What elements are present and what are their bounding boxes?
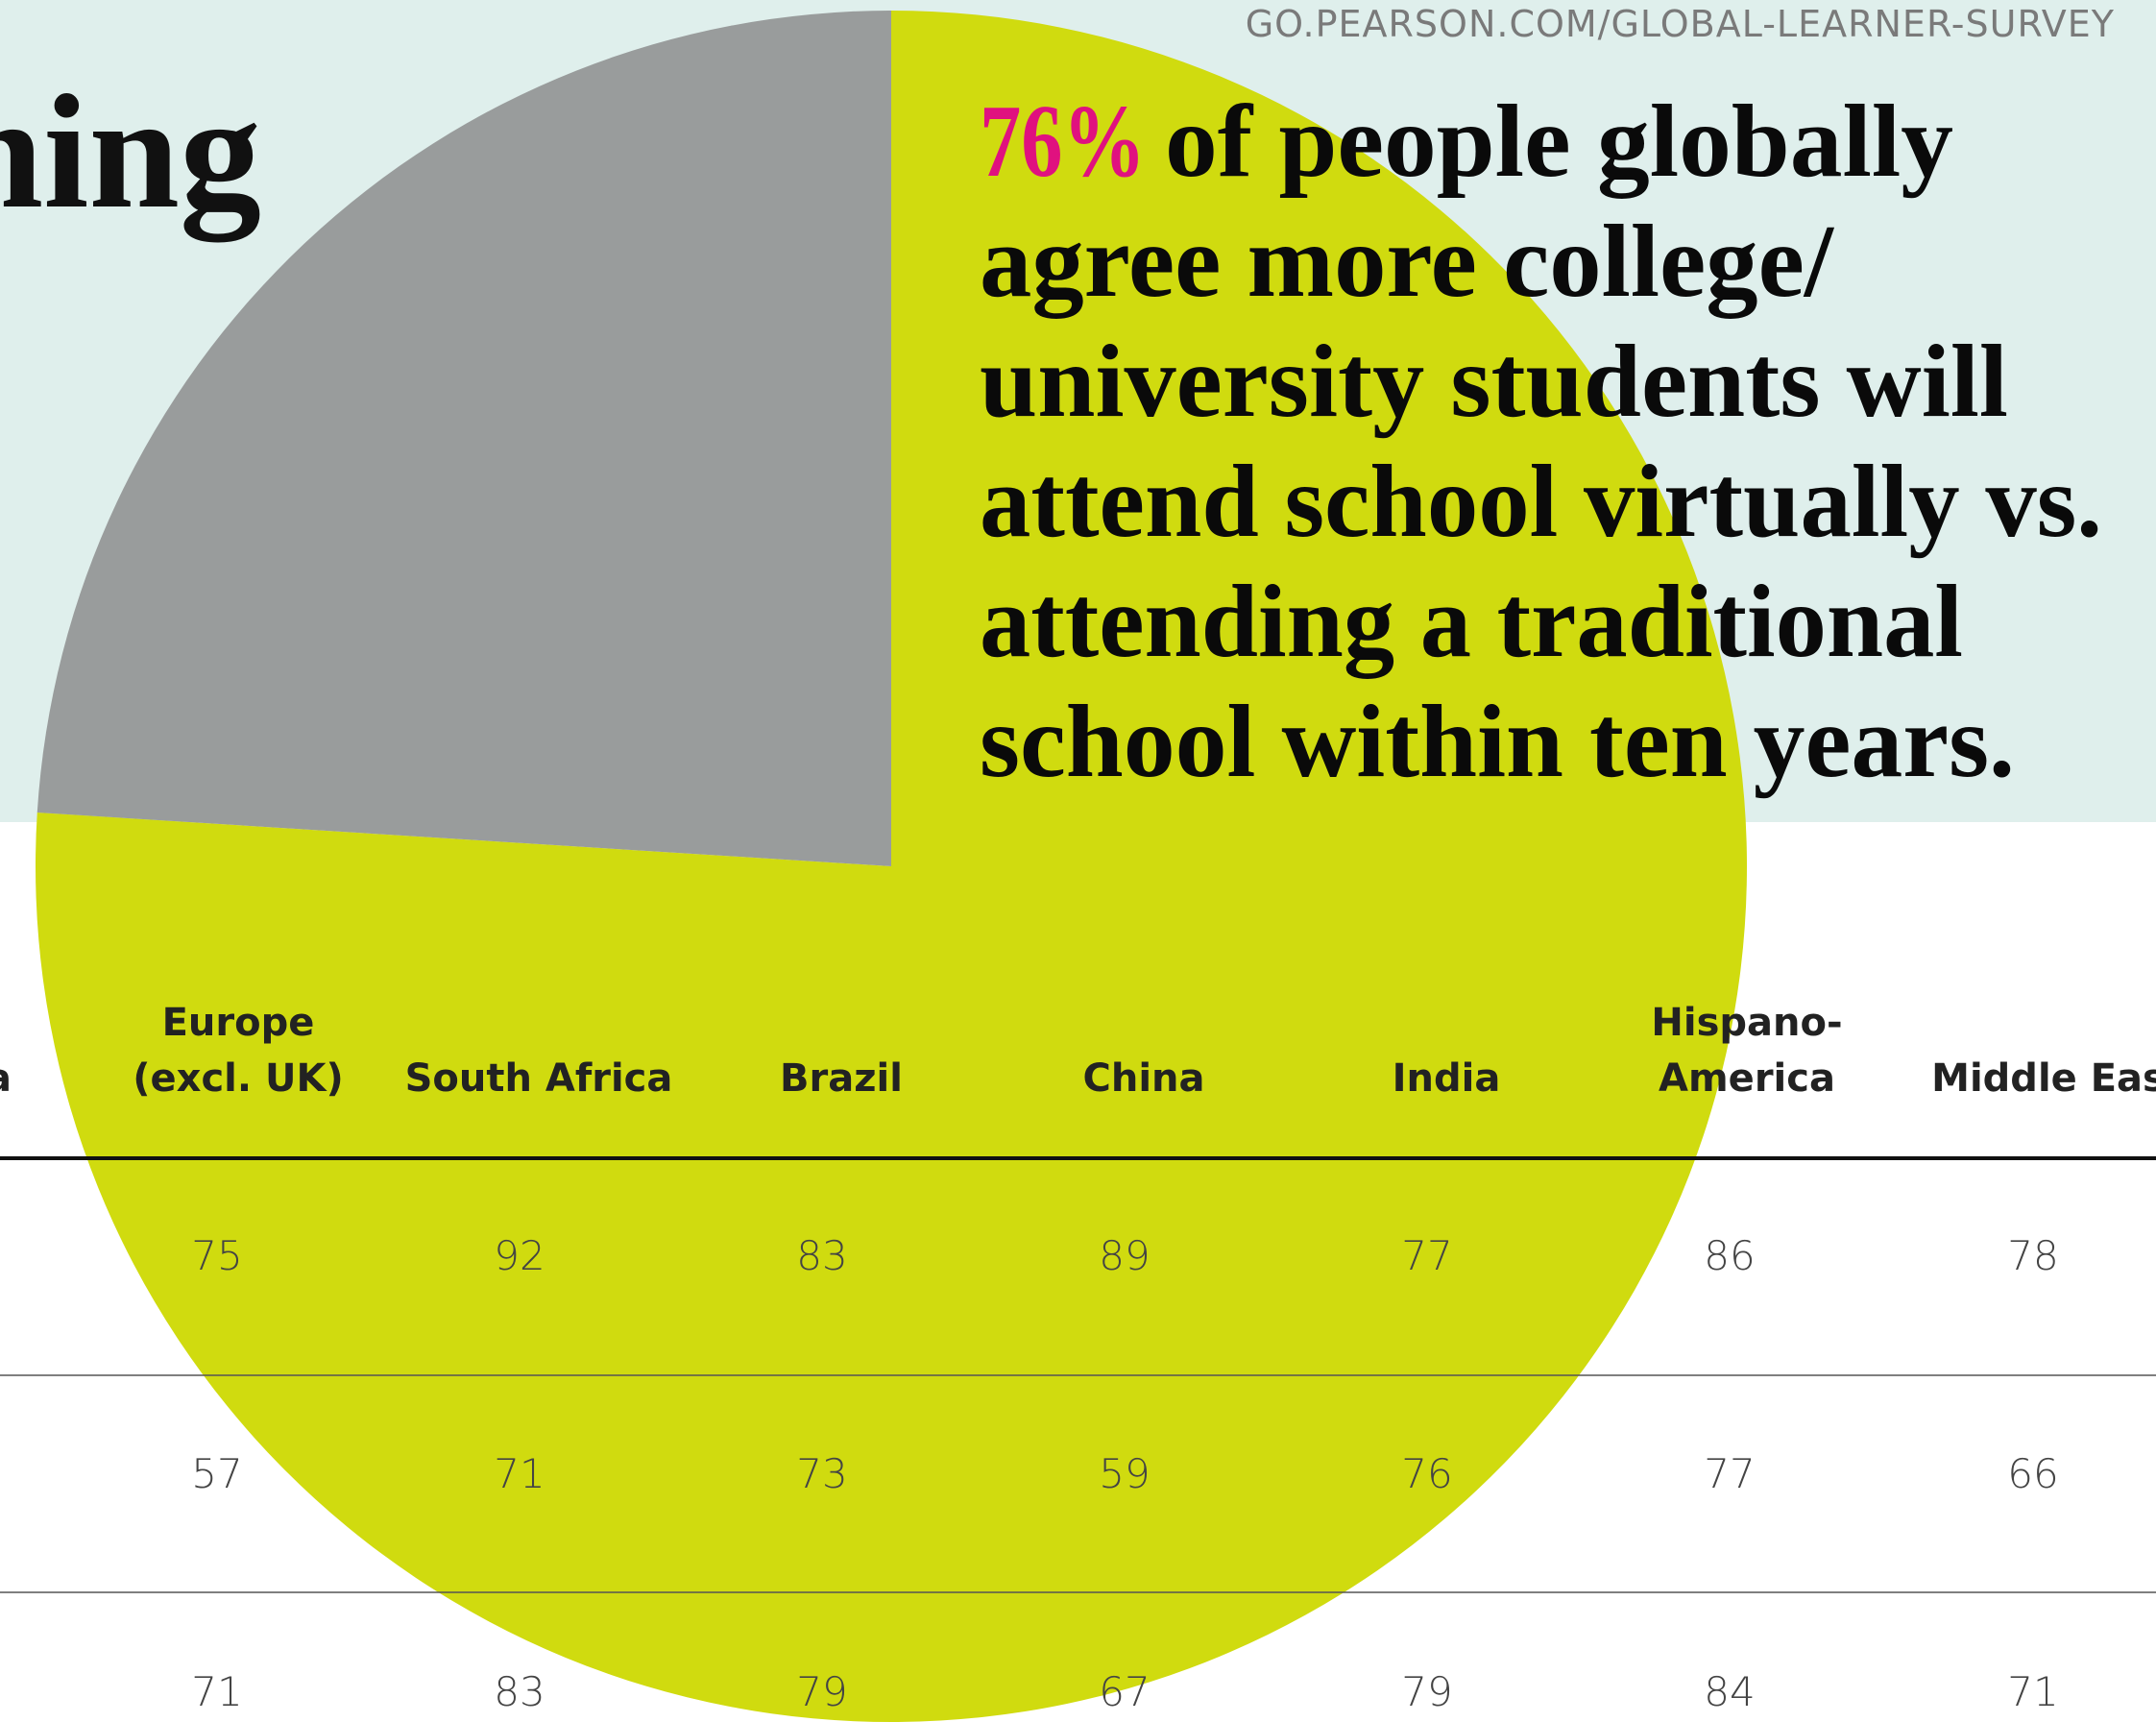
table-cell: 71: [2007, 1668, 2058, 1715]
table-cell: 67: [1099, 1668, 1150, 1715]
pie-slice: [35, 11, 1747, 1722]
headline-line: school within ten years.: [980, 685, 2015, 799]
url: GO.PEARSON.COM/GLOBAL-LEARNER-SURVEY: [1246, 3, 2115, 45]
table-cell: 89: [1099, 1232, 1150, 1279]
column-header: a: [0, 1056, 12, 1101]
table-cell: 57: [191, 1450, 242, 1497]
table-cell: 71: [494, 1450, 545, 1497]
table-cell: 76: [1401, 1450, 1452, 1497]
column-header: Hispano-: [1651, 1001, 1842, 1045]
column-header: Europe: [162, 1001, 315, 1045]
table-cell: 66: [2007, 1450, 2058, 1497]
column-header: South Africa: [405, 1056, 673, 1101]
headline-line: attend school virtually vs.: [980, 445, 2102, 559]
table-cell: 73: [796, 1450, 847, 1497]
table-cell: 71: [191, 1668, 242, 1715]
table-cell: 83: [494, 1668, 545, 1715]
headline-highlight: 76%: [980, 85, 1146, 199]
pie-chart: [35, 11, 1747, 1722]
table-cell: 84: [1704, 1668, 1755, 1715]
headline-line: agree more college/: [980, 205, 1835, 319]
table-cell: 86: [1704, 1232, 1755, 1279]
column-header: India: [1393, 1056, 1501, 1101]
table-cell: 79: [796, 1668, 847, 1715]
column-header: America: [1659, 1056, 1835, 1101]
table: a Europe (excl. UK) South Africa Brazil China…: [0, 1001, 2156, 1715]
table-cell: 75: [191, 1232, 242, 1279]
pie-slice: [36, 11, 892, 866]
table-cell: 59: [1099, 1450, 1150, 1497]
column-header: Middle Eas: [1931, 1056, 2156, 1101]
headline-line: university students will: [980, 325, 2008, 439]
table-cell: 92: [494, 1232, 545, 1279]
title-fragment: ning: [0, 61, 261, 242]
table-cell: 77: [1401, 1232, 1452, 1279]
table-cell: 78: [2007, 1232, 2058, 1279]
headline-line: attending a traditional: [980, 565, 1963, 679]
column-header: (excl. UK): [133, 1056, 344, 1101]
column-header: Brazil: [780, 1056, 903, 1101]
headline-line: of people globally: [1165, 85, 1953, 199]
table-cell: 77: [1704, 1450, 1755, 1497]
column-header: China: [1082, 1056, 1204, 1101]
table-cell: 83: [796, 1232, 847, 1279]
table-cell: 79: [1401, 1668, 1452, 1715]
